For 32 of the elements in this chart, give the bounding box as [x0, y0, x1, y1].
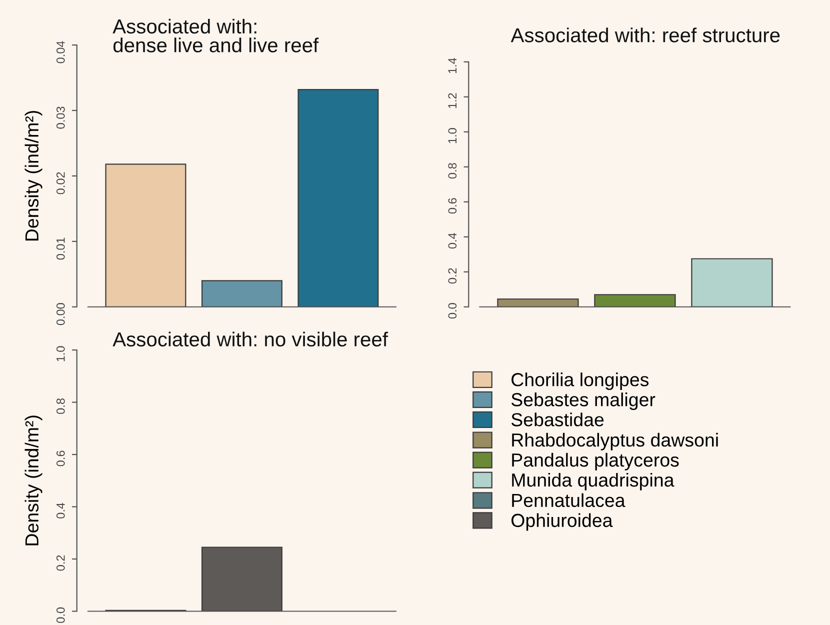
legend-label: Chorilia longipes [512, 372, 649, 390]
chart-title: Associated with: no visible reef [112, 332, 388, 347]
legend-label: Ophiuroidea [511, 513, 613, 531]
legend-label: Pandalus platyceros [512, 452, 679, 470]
legend-label: Sebastidae [511, 412, 604, 426]
y-tick-label: 0.2 [448, 268, 457, 284]
y-tick-label: 1.2 [448, 93, 456, 108]
y-tick-label: 0.6 [448, 198, 457, 214]
y-tick-label: 0.6 [56, 450, 65, 466]
y-axis-title: Density (ind/m²) [24, 416, 42, 546]
legend-label: Rhabdocalyptus dawsoni [512, 432, 718, 450]
legend-label: Pennatulacea [512, 493, 626, 508]
y-tick-label: 1.0 [448, 128, 457, 144]
y-tick-label: 0.01 [56, 238, 65, 260]
y-axis-title: Density (ind/m²) [24, 110, 42, 241]
y-tick-label: 1.0 [56, 346, 65, 362]
y-tick-label: 0.00 [56, 303, 65, 326]
y-tick-label: 1.4 [448, 58, 456, 74]
y-tick-label: 0.2 [56, 555, 65, 571]
y-tick-label: 0.4 [448, 232, 457, 249]
y-tick-label: 0.8 [56, 398, 65, 414]
y-tick-label: 0.0 [448, 303, 457, 319]
y-tick-label: 0.4 [56, 502, 65, 518]
y-tick-label: 0.03 [56, 106, 65, 129]
y-tick-label: 0.8 [448, 163, 457, 179]
legend-label: Sebastes maliger [511, 392, 656, 410]
chart-title: Associated with: dense live and live reef [112, 18, 319, 52]
y-tick-label: 0.04 [56, 41, 65, 64]
chart-title: Associated with: reef structure [510, 28, 780, 42]
y-tick-label: 0.02 [56, 172, 65, 194]
legend-label: Munida quadrispina [512, 472, 674, 490]
y-tick-label: 0.0 [56, 607, 65, 623]
